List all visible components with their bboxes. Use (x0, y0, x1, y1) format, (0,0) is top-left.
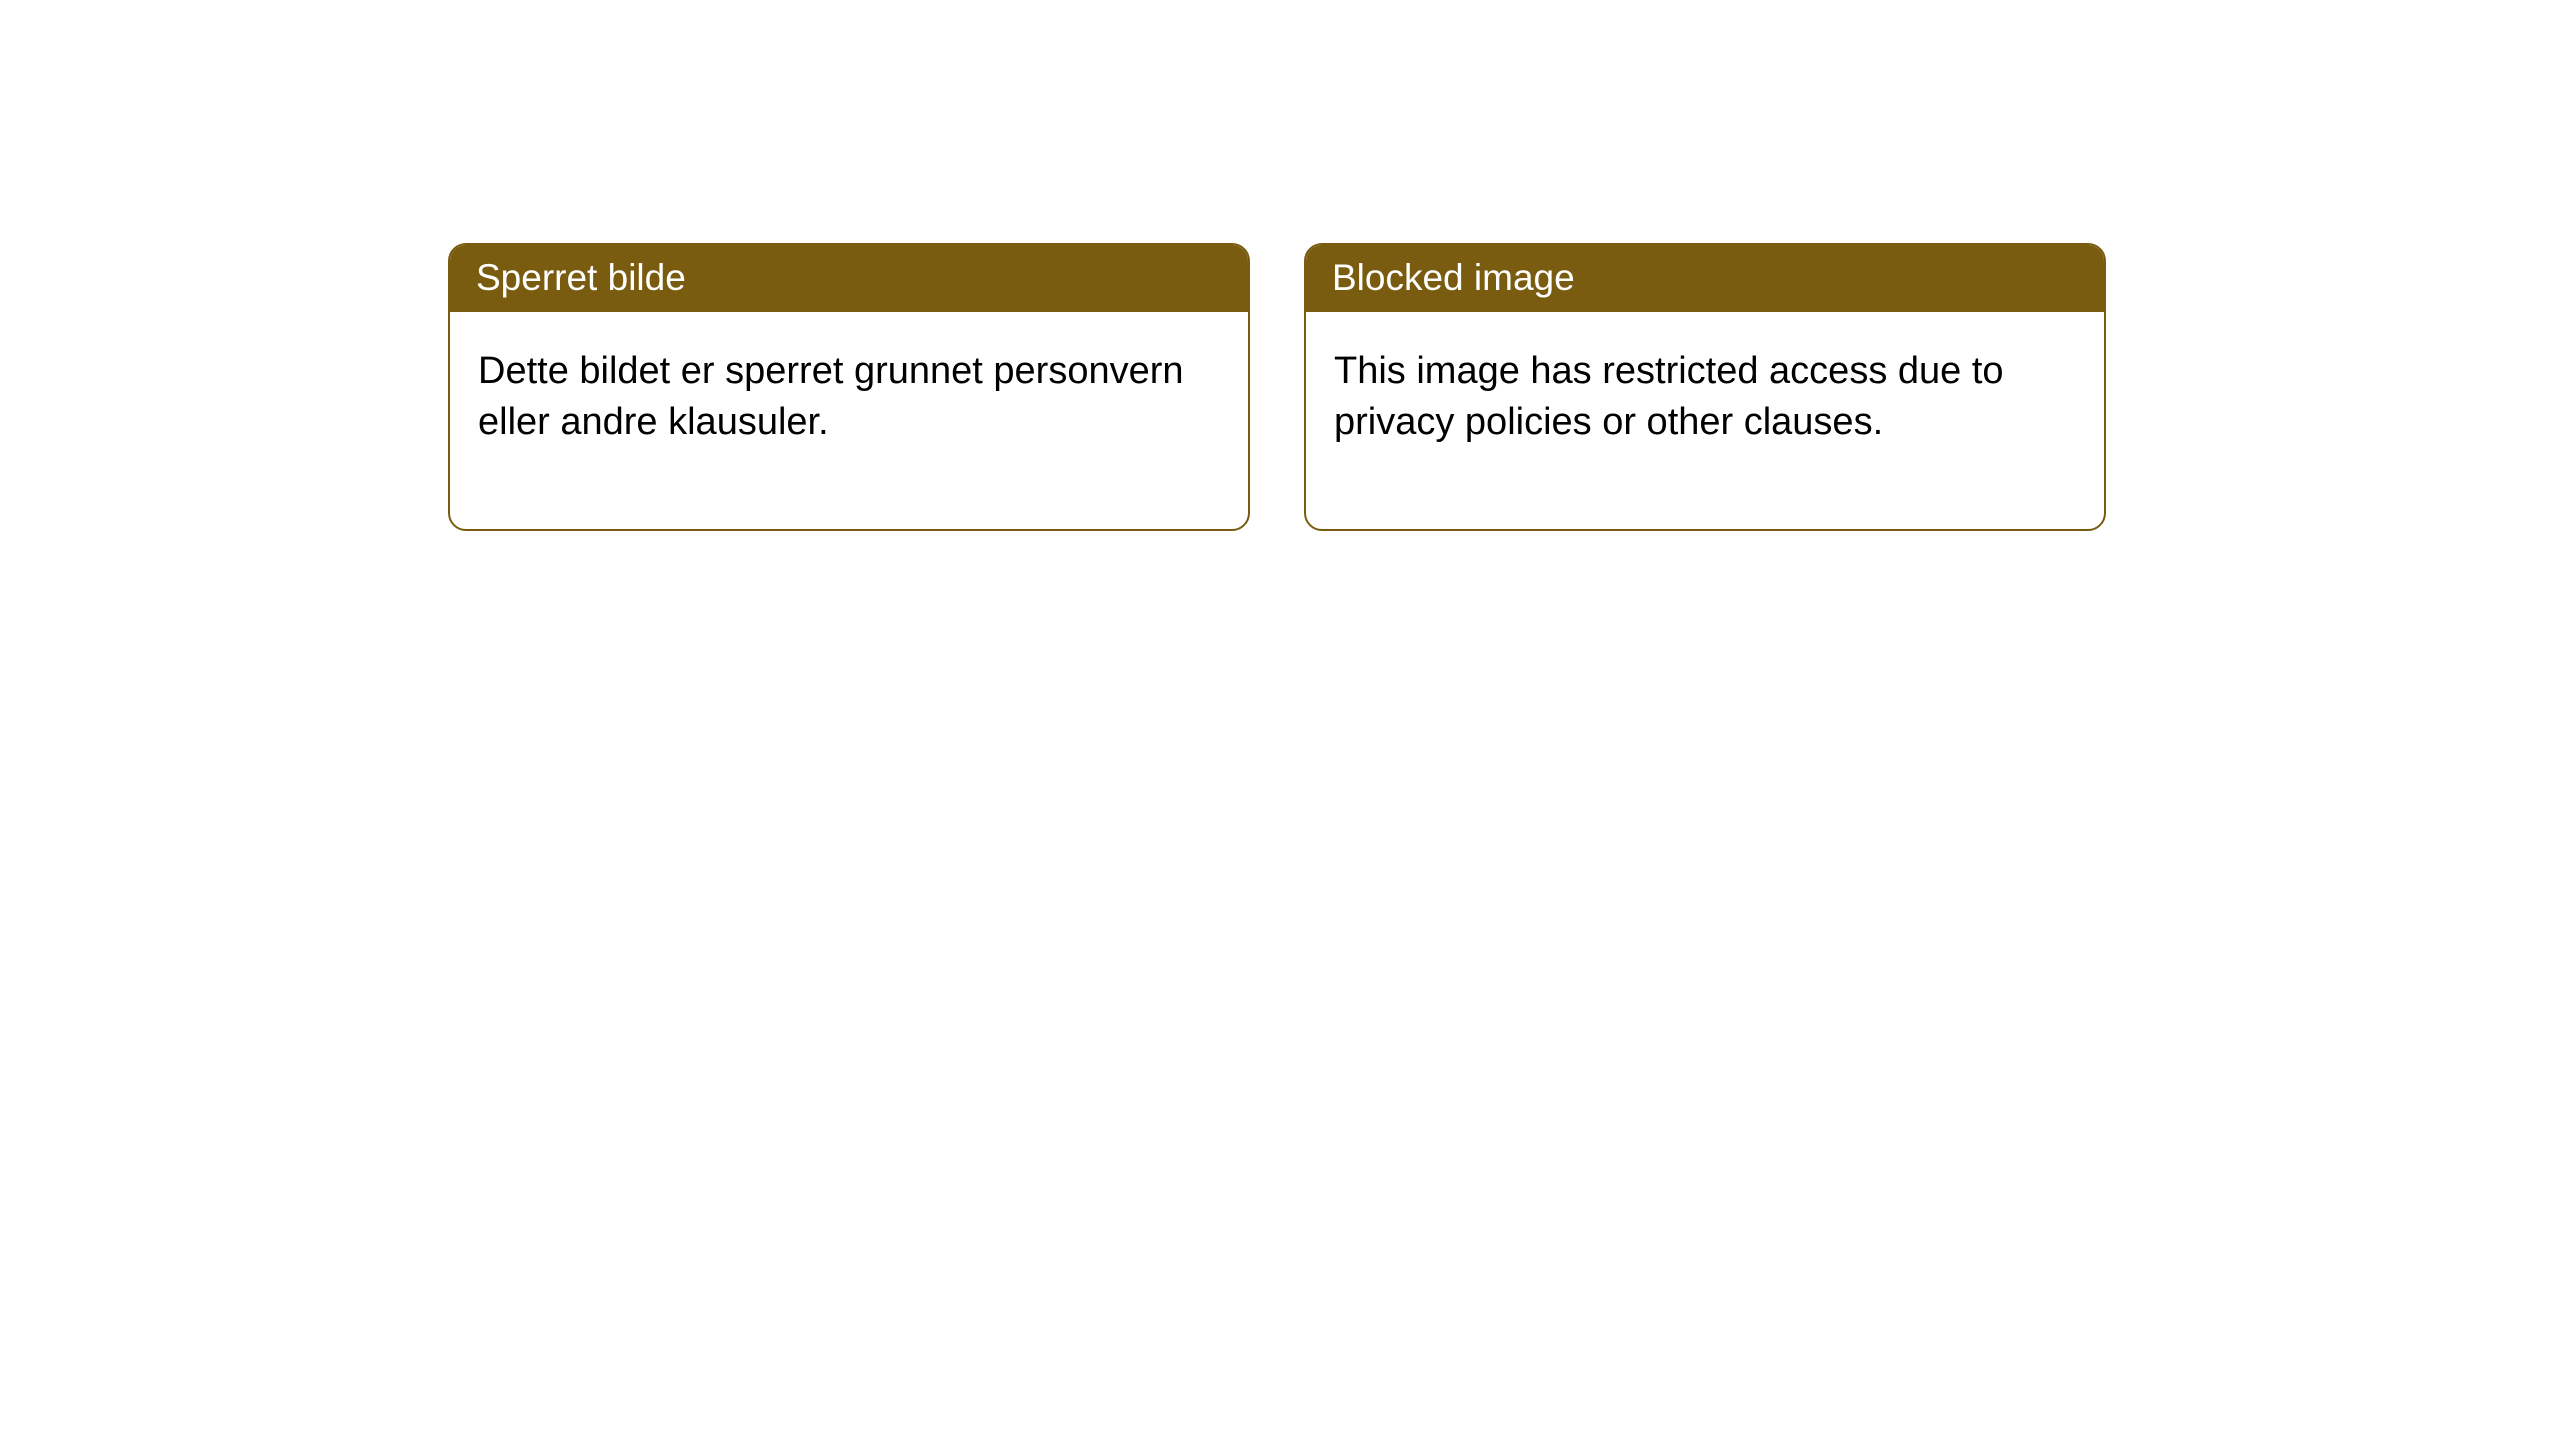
notice-card-body: This image has restricted access due to … (1306, 312, 2104, 529)
notice-card-title: Blocked image (1306, 245, 2104, 312)
notice-cards-container: Sperret bilde Dette bildet er sperret gr… (0, 0, 2560, 531)
notice-card-title: Sperret bilde (450, 245, 1248, 312)
notice-card-norwegian: Sperret bilde Dette bildet er sperret gr… (448, 243, 1250, 531)
notice-card-body: Dette bildet er sperret grunnet personve… (450, 312, 1248, 529)
notice-card-english: Blocked image This image has restricted … (1304, 243, 2106, 531)
